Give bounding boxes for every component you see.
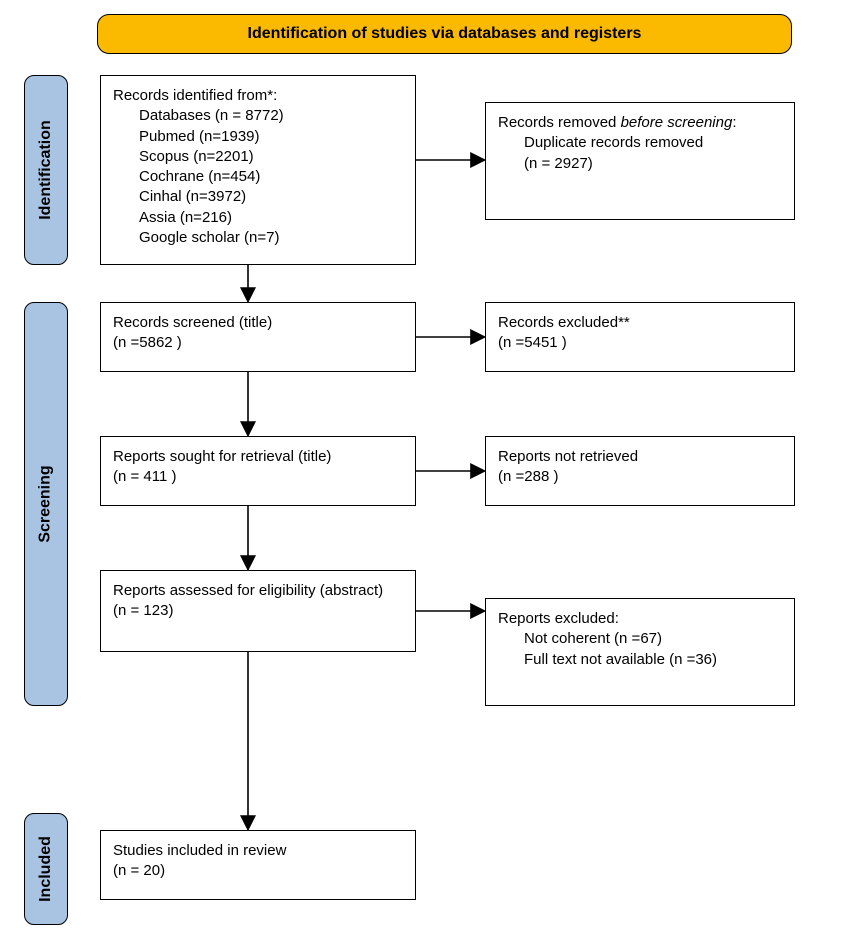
box-records-screened: Records screened (title) (n =5862 ) xyxy=(100,302,416,372)
box-records-removed: Records removed before screening: Duplic… xyxy=(485,102,795,220)
box-records-identified: Records identified from*: Databases (n =… xyxy=(100,75,416,265)
records-identified-line-3: Cochrane (n=454) xyxy=(113,167,403,187)
records-excluded-line1: Records excluded** xyxy=(498,313,782,333)
records-removed-colon: : xyxy=(732,114,736,131)
reports-not-retrieved-line2: (n =288 ) xyxy=(498,467,782,487)
records-identified-line-2: Scopus (n=2201) xyxy=(113,147,403,167)
reports-sought-line1: Reports sought for retrieval (title) xyxy=(113,447,403,467)
records-removed-italic: before screening xyxy=(621,114,733,131)
studies-included-line2: (n = 20) xyxy=(113,861,403,881)
side-label-screening-text: Screening xyxy=(37,465,55,542)
records-screened-line2: (n =5862 ) xyxy=(113,333,403,353)
records-identified-title: Records identified from*: xyxy=(113,86,403,106)
box-records-excluded: Records excluded** (n =5451 ) xyxy=(485,302,795,372)
box-studies-included: Studies included in review (n = 20) xyxy=(100,830,416,900)
records-screened-line1: Records screened (title) xyxy=(113,313,403,333)
records-removed-text1: Records removed xyxy=(498,114,621,131)
box-reports-excluded: Reports excluded: Not coherent (n =67) F… xyxy=(485,598,795,706)
records-removed-sub1: Duplicate records removed xyxy=(498,133,782,153)
reports-sought-line2: (n = 411 ) xyxy=(113,467,403,487)
reports-excluded-sub2: Full text not available (n =36) xyxy=(498,650,782,670)
side-label-screening: Screening xyxy=(24,302,68,706)
box-reports-assessed: Reports assessed for eligibility (abstra… xyxy=(100,570,416,652)
records-identified-line-6: Google scholar (n=7) xyxy=(113,228,403,248)
records-removed-sub2: (n = 2927) xyxy=(498,154,782,174)
records-identified-line-4: Cinhal (n=3972) xyxy=(113,187,403,207)
reports-excluded-sub1: Not coherent (n =67) xyxy=(498,629,782,649)
records-identified-line-5: Assia (n=216) xyxy=(113,208,403,228)
side-label-identification: Identification xyxy=(24,75,68,265)
reports-assessed-line1: Reports assessed for eligibility (abstra… xyxy=(113,581,403,601)
box-reports-not-retrieved: Reports not retrieved (n =288 ) xyxy=(485,436,795,506)
side-label-included: Included xyxy=(24,813,68,925)
records-identified-line-1: Pubmed (n=1939) xyxy=(113,127,403,147)
header-text: Identification of studies via databases … xyxy=(248,25,642,43)
studies-included-line1: Studies included in review xyxy=(113,841,403,861)
reports-assessed-line2: (n = 123) xyxy=(113,601,403,621)
reports-excluded-line1: Reports excluded: xyxy=(498,609,782,629)
records-excluded-line2: (n =5451 ) xyxy=(498,333,782,353)
prisma-header: Identification of studies via databases … xyxy=(97,14,792,54)
reports-not-retrieved-line1: Reports not retrieved xyxy=(498,447,782,467)
box-reports-sought: Reports sought for retrieval (title) (n … xyxy=(100,436,416,506)
side-label-included-text: Included xyxy=(37,836,55,902)
records-removed-line1: Records removed before screening: xyxy=(498,113,782,133)
side-label-identification-text: Identification xyxy=(37,120,55,220)
records-identified-line-0: Databases (n = 8772) xyxy=(113,106,403,126)
